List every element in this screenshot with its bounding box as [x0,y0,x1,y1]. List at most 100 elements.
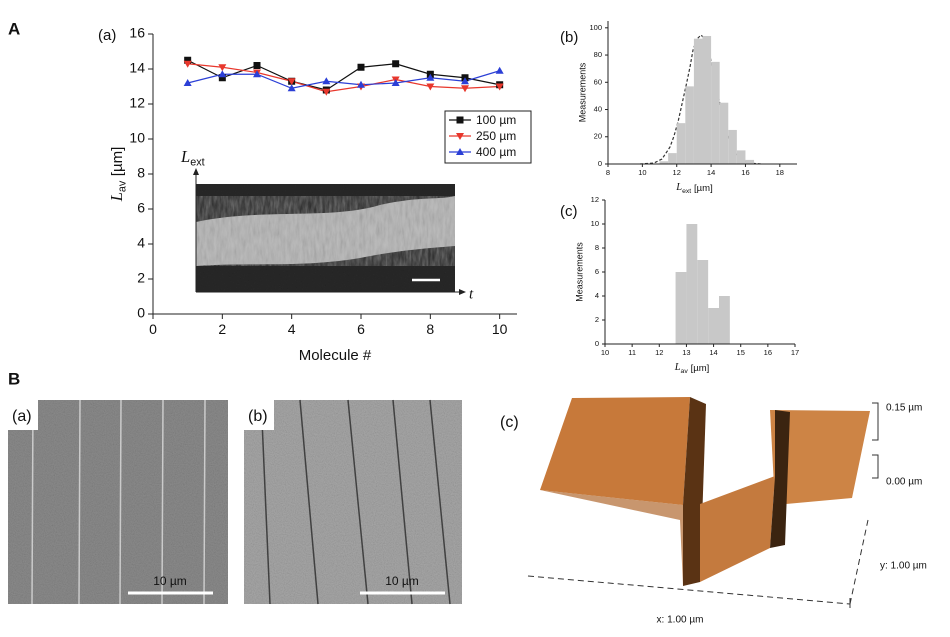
inset-image [193,168,466,295]
marker [357,80,365,88]
label-symbol: L [675,182,682,193]
x-axis-label: Lext [µm] [675,182,712,194]
panel-label: (a) [98,27,116,44]
y-tick-label: 12 [129,95,145,111]
figure-label: B [8,369,20,388]
marker [426,73,435,81]
legend-label: 250 µm [476,129,516,143]
label-unit: [µm] [109,147,126,176]
y-tick-label: 100 [589,23,602,32]
marker [322,88,331,96]
marker [495,83,504,91]
x-tick-label: 0 [149,321,157,337]
sem-image [8,399,228,605]
y-tick-label: 2 [137,270,145,286]
marker [218,64,227,72]
z-axis-label: 0.00 µm [886,477,922,488]
series-line [187,70,500,89]
hist-bar [702,35,712,164]
z-axis-label: 0.15 µm [886,403,922,414]
y-tick-label: 16 [129,25,145,41]
y-tick-label: 10 [129,130,145,146]
x-tick-label: 10 [492,321,508,337]
panel-label: (c) [500,414,519,431]
label-unit: [µm] [691,363,710,374]
x-tick-label: 11 [628,348,636,357]
label-subscript: av [681,368,689,375]
hist-bar [685,86,694,164]
scale-bar-label: 10 µm [153,574,187,588]
x-tick-label: 10 [601,348,609,357]
x-tick-label: 15 [737,348,745,357]
y-tick-label: 0 [598,159,602,168]
x-tick-label: 17 [791,348,799,357]
legend-marker [456,116,464,124]
y-axis-label: Measurements [577,62,587,122]
x-tick-label: 18 [776,168,784,177]
marker [322,77,331,85]
hist-bar [736,150,746,164]
y-tick-label: 0 [595,339,599,348]
marker [426,83,435,91]
series-line [187,59,500,91]
legend-label: 100 µm [476,113,516,127]
marker [391,79,400,86]
x-tick-label: 14 [709,348,717,357]
label-symbol: L [180,147,190,166]
label-subscript: ext [190,156,204,168]
hist-bar [686,224,698,344]
marker [461,77,469,85]
x-tick-label: 14 [707,168,715,177]
marker [218,74,226,82]
y-tick-label: 20 [594,132,602,141]
marker [184,56,192,64]
hist-bar [676,123,686,164]
marker [183,60,192,68]
y-tick-label: 40 [594,105,602,114]
marker [461,85,469,93]
y-tick-label: 8 [137,165,145,181]
hist-bar [659,161,669,164]
y-axis-label: y: 1.00 µm [880,561,927,572]
label-symbol: L [107,192,126,202]
x-tick-label: 8 [606,168,610,177]
y-tick-label: 6 [137,200,145,216]
legend-label: 400 µm [476,145,516,159]
hist-bar [711,61,720,164]
hist-bar [675,272,687,344]
x-tick-label: 10 [638,168,646,177]
x-axis-label: Lav [µm] [674,362,710,374]
y-tick-label: 0 [137,305,145,321]
label-unit: [µm] [694,183,713,194]
label-symbol: L [674,362,681,373]
hist-bar [708,308,719,344]
y-tick-label: 4 [595,291,599,300]
y-tick-label: 10 [591,219,599,228]
y-tick-label: 60 [594,77,602,86]
x-axis-label: x: 1.00 µm [657,615,704,626]
afm-surface [527,397,879,608]
hist-bar [728,129,737,164]
y-axis-label: Lav [µm] [107,147,129,203]
x-tick-label: 12 [655,348,663,357]
x-tick-label: 4 [288,321,296,337]
x-tick-label: 16 [741,168,749,177]
marker [287,78,296,86]
series-line [187,63,500,93]
y-axis-label: Measurements [574,242,584,302]
x-tick-label: 16 [764,348,772,357]
marker [183,79,192,86]
panel-label: (b) [248,408,268,425]
panel-label: (c) [560,203,578,220]
panel-label: (a) [12,408,32,425]
scale-bar-label: 10 µm [385,574,419,588]
legend-marker [456,133,464,140]
hist-bar [719,296,730,344]
legend-marker [456,148,464,155]
marker [253,70,261,78]
y-tick-label: 6 [595,267,599,276]
hist-bar [697,260,709,344]
y-tick-label: 12 [591,195,599,204]
x-tick-label: 8 [426,321,434,337]
